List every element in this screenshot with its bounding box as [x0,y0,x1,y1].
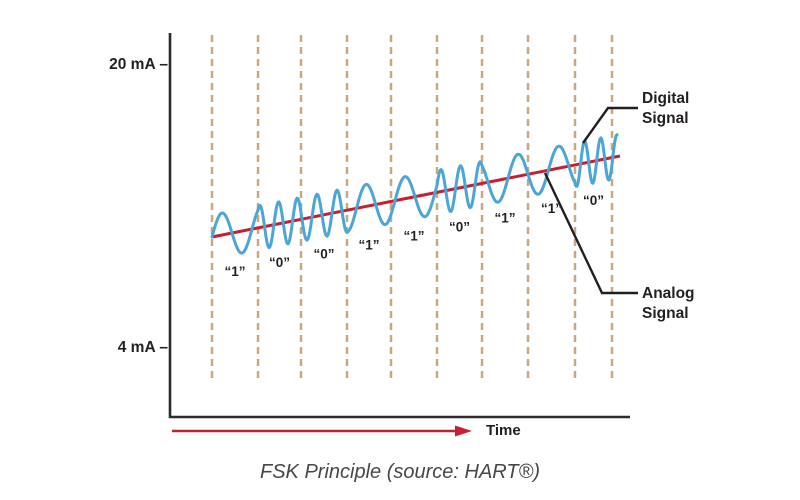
bit-label: “1” [541,201,562,216]
digital-signal-label: Digital Signal [642,89,689,129]
figure-caption: FSK Principle (source: HART®) [260,461,540,483]
x-axis-label-time: Time [486,422,521,439]
analog-signal-label-line1: Analog [642,285,695,302]
bit-label: “0” [449,219,470,234]
analog-signal-label: Analog Signal [642,284,695,324]
bit-label: “0” [583,193,604,208]
digital-signal-connector [582,106,638,144]
y-axis-label-4ma: 4 mA – [117,339,168,356]
bit-label: “1” [224,264,245,279]
digital-signal-label-line2: Signal [642,110,689,127]
bit-label: “0” [269,255,290,270]
bit-label: “0” [313,246,334,261]
digital-signal-label-line1: Digital [642,90,690,107]
bit-label: “1” [403,228,424,243]
analog-signal-label-line2: Signal [642,305,689,322]
bit-label: “1” [494,210,515,225]
time-arrow-head [455,425,472,437]
digital-signal-wave [210,133,619,255]
y-axis-label-20ma: 20 mA – [109,56,168,73]
bit-label: “1” [358,237,379,252]
axes [168,33,630,419]
analog-signal-connector [543,172,638,295]
